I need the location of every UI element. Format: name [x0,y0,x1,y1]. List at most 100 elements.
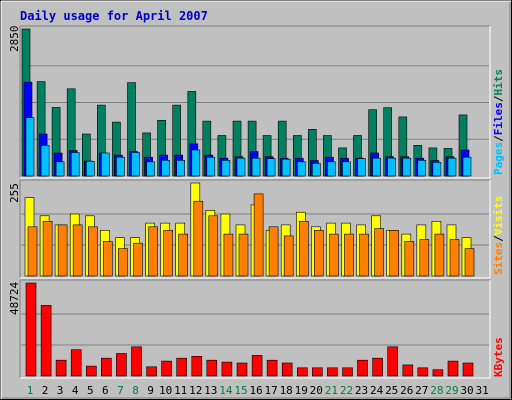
bar-kbytes-day-23 [357,359,368,377]
bar-kbytes-day-6 [101,357,112,377]
bar-sites-day-6 [103,241,113,277]
bar-sites-day-5 [88,226,98,277]
day-label-3: 3 [57,384,64,397]
bar-kbytes-day-19 [296,367,308,377]
bar-sites-day-3 [57,224,68,277]
bar-kbytes-day-1 [25,282,37,377]
bar-kbytes-day-10 [161,360,172,377]
day-label-12: 12 [189,384,202,397]
side-label-visits_sites: Sites/Visits [492,196,505,276]
bar-pages-day-17 [266,158,276,177]
bar-kbytes-day-9 [146,366,157,377]
bar-sites-day-8 [133,242,143,277]
day-label-13: 13 [204,384,217,397]
bar-kbytes-day-26 [402,364,414,377]
bar-kbytes-day-11 [176,357,187,377]
bar-pages-day-19 [296,161,306,177]
bar-sites-day-14 [223,233,234,277]
bar-kbytes-day-5 [86,365,97,377]
bar-sites-day-10 [163,230,173,277]
day-label-9: 9 [147,384,154,397]
bar-kbytes-day-20 [311,367,323,377]
bar-sites-day-22 [344,233,354,277]
bar-sites-day-1 [27,226,38,277]
day-label-25: 25 [385,384,398,397]
bar-pages-day-8 [131,152,140,177]
day-label-31: 31 [475,384,488,397]
day-label-16: 16 [249,384,262,397]
day-label-15: 15 [234,384,247,397]
side-label-part: / [492,235,505,242]
bar-pages-day-6 [101,152,110,177]
bar-kbytes-day-13 [206,359,218,377]
bar-pages-day-25 [387,157,397,177]
side-label-part: Files [492,102,505,135]
side-label-part: Hits [492,69,505,96]
bar-sites-day-7 [118,248,128,277]
day-label-5: 5 [87,384,94,397]
day-label-24: 24 [370,384,384,397]
max-label-kbytes: 48724 [8,282,21,315]
day-label-10: 10 [159,384,172,397]
bar-pages-day-14 [221,160,231,177]
bar-sites-day-28 [434,233,445,277]
bar-sites-day-11 [178,233,188,277]
bar-kbytes-day-8 [131,346,142,377]
bar-sites-day-12 [193,200,204,277]
bar-kbytes-day-17 [266,359,278,377]
bar-sites-day-15 [238,233,249,277]
bar-sites-day-13 [208,215,219,277]
bar-kbytes-day-29 [447,360,459,377]
bar-sites-day-29 [449,239,460,277]
bar-sites-day-26 [404,241,415,277]
side-label-part: Visits [492,196,505,236]
side-label-part: / [492,95,505,102]
bar-kbytes-day-27 [417,367,429,377]
day-label-8: 8 [132,384,139,397]
bar-pages-day-3 [55,161,65,177]
bar-kbytes-day-12 [191,355,203,377]
day-label-28: 28 [430,384,443,397]
bar-pages-day-9 [146,161,155,177]
bar-pages-day-15 [236,157,246,177]
day-label-26: 26 [400,384,413,397]
day-label-30: 30 [460,384,473,397]
bar-kbytes-day-16 [251,355,263,377]
bar-pages-day-21 [327,161,336,177]
bar-sites-day-4 [72,224,83,277]
side-label-part: Sites [492,242,505,275]
bar-kbytes-day-22 [342,367,353,377]
day-label-1: 1 [27,384,34,397]
bar-kbytes-day-14 [221,361,233,377]
bar-kbytes-day-21 [327,367,338,377]
bar-pages-day-7 [116,156,125,177]
bar-pages-day-10 [161,160,170,177]
chart-title: Daily usage for April 2007 [20,9,208,23]
side-label-part: KBytes [492,337,505,377]
day-label-27: 27 [415,384,428,397]
bar-sites-day-21 [329,233,339,277]
bar-pages-day-4 [70,152,80,177]
bar-sites-day-17 [268,226,279,277]
max-label-visits: 255 [8,183,21,203]
side-label-part: / [492,135,505,142]
bar-kbytes-day-4 [70,349,82,377]
side-label-part: Pages [492,142,505,175]
bar-sites-day-24 [374,228,384,277]
bar-kbytes-day-7 [116,353,127,377]
day-label-11: 11 [174,384,187,397]
bar-kbytes-day-30 [462,362,474,377]
bar-kbytes-day-28 [432,369,444,377]
max-label-hits: 2850 [8,26,21,53]
bar-sites-day-2 [42,221,53,277]
bar-sites-day-25 [389,230,400,277]
day-label-14: 14 [219,384,233,397]
bar-kbytes-day-15 [236,362,248,377]
bar-pages-day-27 [417,160,427,177]
day-label-17: 17 [264,384,277,397]
bar-pages-day-24 [372,157,381,177]
bar-pages-day-26 [402,157,412,177]
bar-pages-day-22 [342,161,351,177]
day-label-18: 18 [280,384,293,397]
